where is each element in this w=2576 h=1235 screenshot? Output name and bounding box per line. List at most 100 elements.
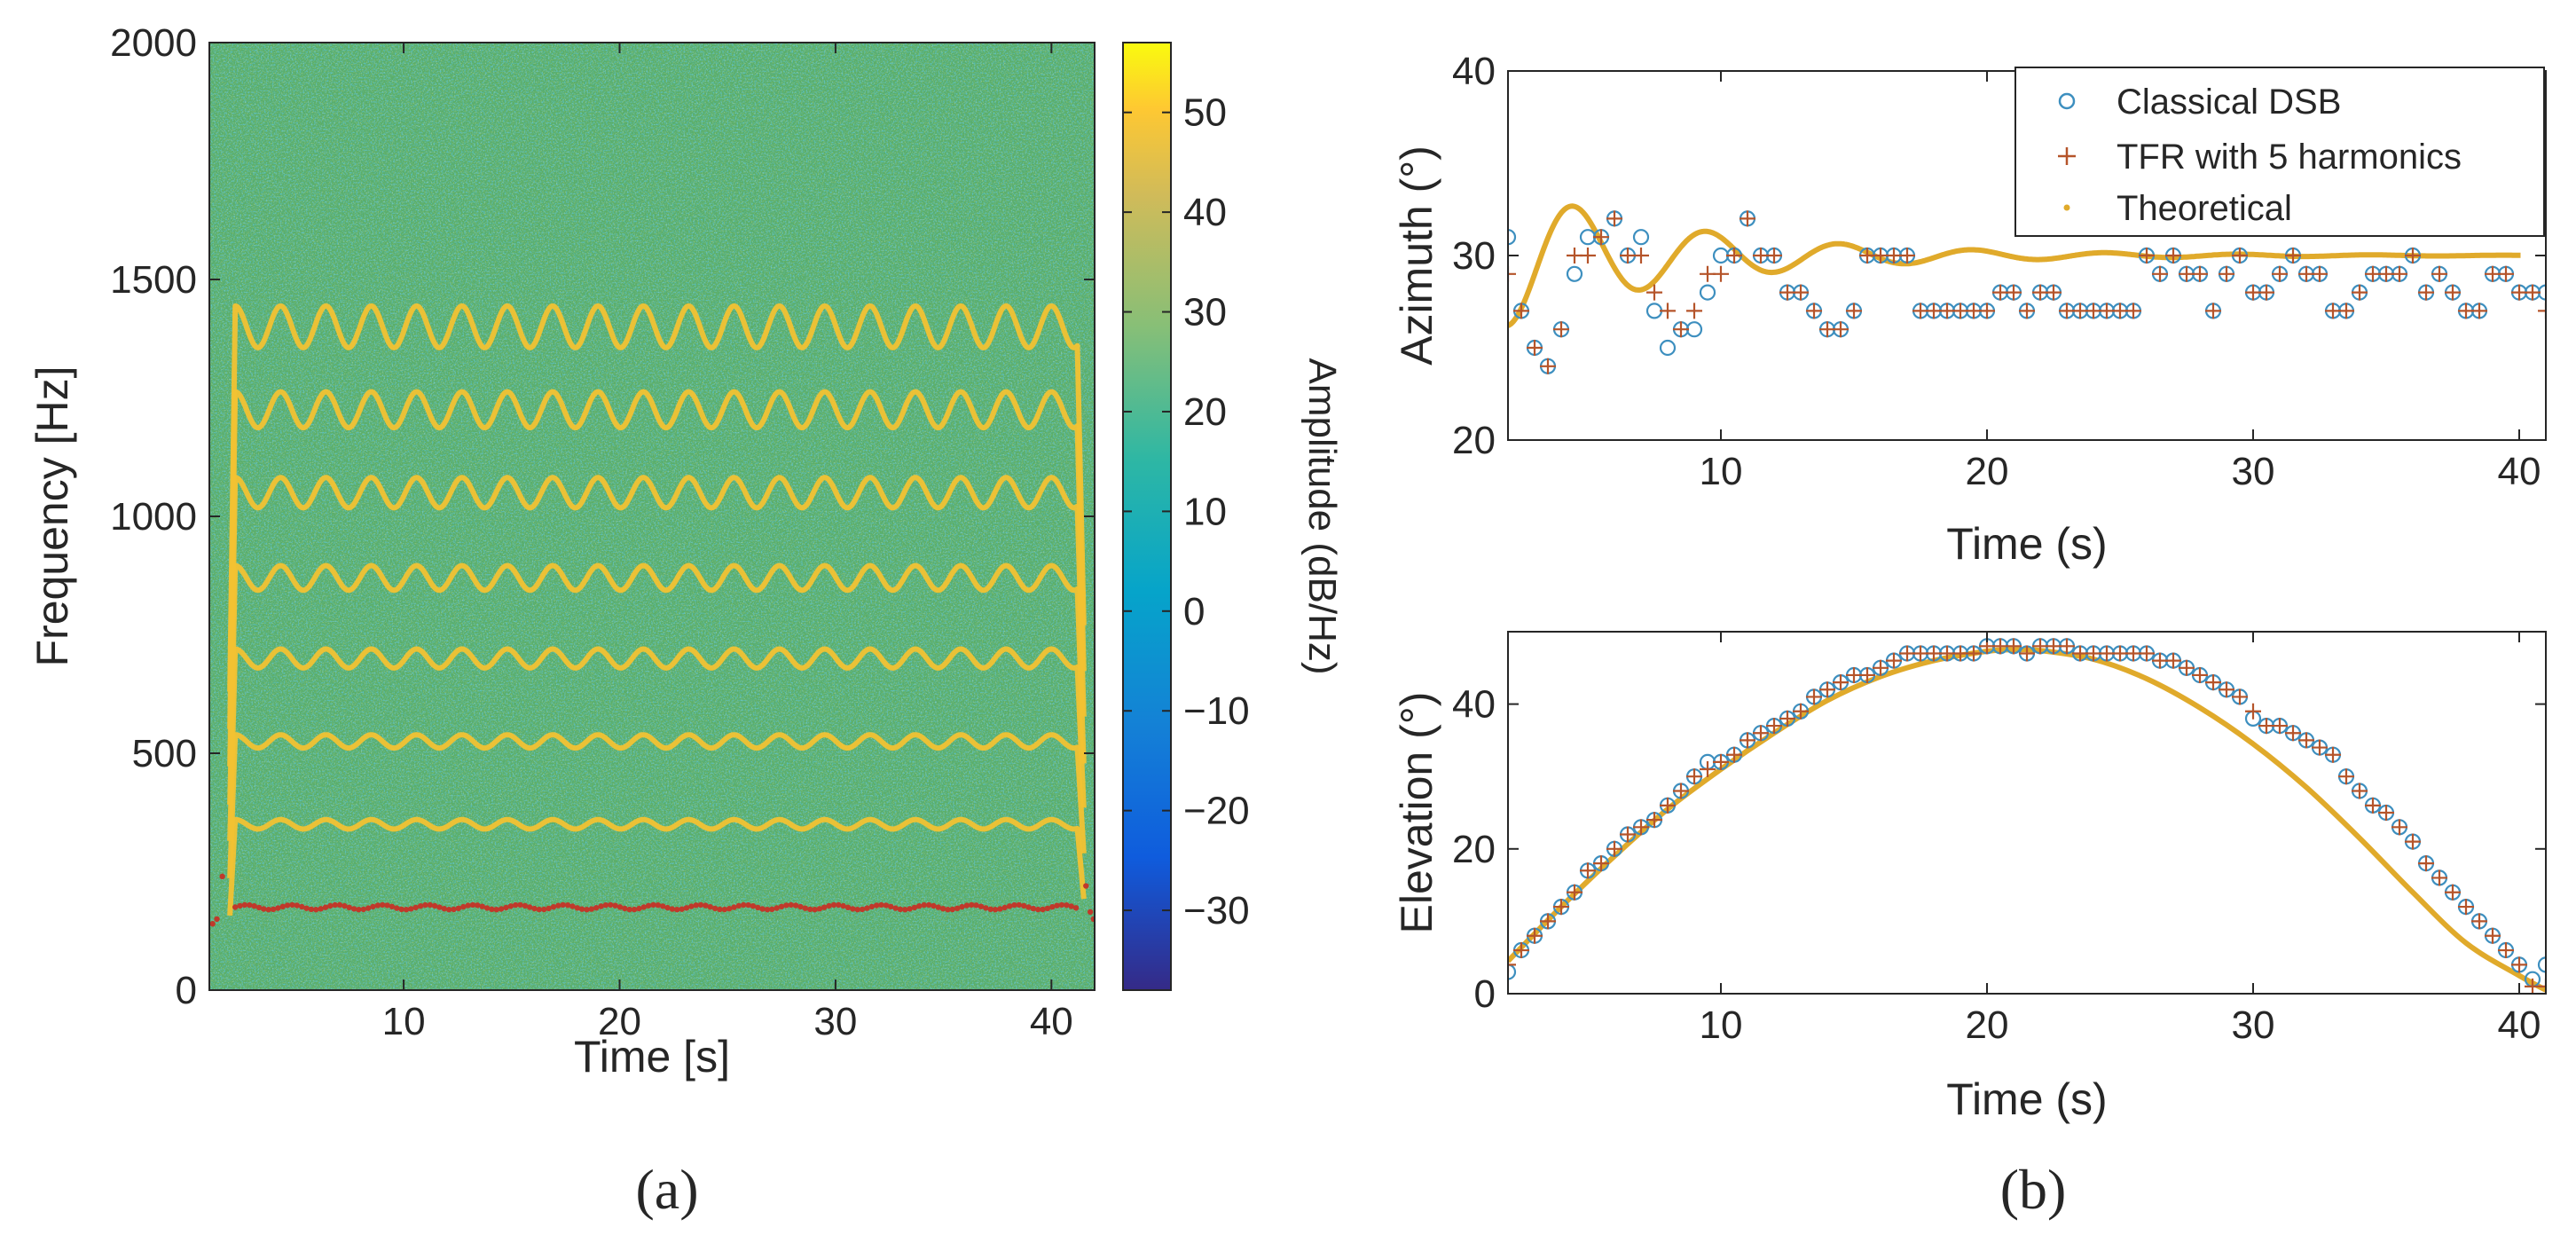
fundamental-track-point xyxy=(475,902,481,909)
fundamental-track-point xyxy=(1049,904,1056,910)
fundamental-track-point xyxy=(564,902,571,909)
fundamental-track-point xyxy=(1064,902,1070,909)
fundamental-track-point xyxy=(868,903,875,910)
legend-entry-dsb: Classical DSB xyxy=(2117,83,2341,122)
spectrogram-xtick-label: 10 xyxy=(382,1000,426,1043)
harmonic-line-6 xyxy=(227,389,1087,729)
fundamental-track-point xyxy=(636,905,642,912)
elevation-tfr-point xyxy=(1740,732,1755,749)
fundamental-track-point xyxy=(688,903,695,909)
fundamental-track-point xyxy=(726,905,733,912)
fundamental-track-point xyxy=(830,901,837,909)
azimuth-ytick-label: 40 xyxy=(1452,50,1496,93)
azimuth-dsb-point xyxy=(1659,339,1677,357)
azimuth-tfr-point xyxy=(2152,265,2168,282)
legend-dsb-marker xyxy=(2058,92,2076,110)
fundamental-track-point xyxy=(279,903,286,909)
legend-entry-theoretical: Theoretical xyxy=(2117,189,2292,228)
fundamental-track-point xyxy=(745,901,751,909)
elevation-tfr-point xyxy=(2471,913,2487,930)
fundamental-track-point xyxy=(617,904,624,910)
fundamental-track-point xyxy=(588,906,594,912)
fundamental-track-point xyxy=(412,904,419,911)
spectrogram-chart: 10 20 30 40 0 500 1000 1500 2000 Time [s] Freque… xyxy=(27,21,1096,1082)
legend-tfr-marker xyxy=(2058,147,2076,165)
azimuth-tfr-point xyxy=(2192,265,2208,282)
fundamental-track-point xyxy=(631,906,638,913)
fundamental-track-point xyxy=(1083,883,1089,889)
fundamental-track-point xyxy=(1040,906,1046,913)
fundamental-track-point xyxy=(265,906,271,913)
panel-a-caption: (a) xyxy=(635,1158,698,1221)
fundamental-track-point xyxy=(536,906,543,913)
elevation-tfr-point xyxy=(2458,899,2474,916)
azimuth-tfr-point xyxy=(1806,303,1822,319)
fundamental-track-point xyxy=(479,903,485,909)
elevation-tfr-point xyxy=(2312,739,2328,756)
fundamental-track-point xyxy=(493,906,499,913)
colorbar: −30 −20 −10 0 10 20 30 40 50 Amplitude (dB/Hz) xyxy=(1122,42,1344,991)
azimuth-tfr-point xyxy=(1553,321,1569,338)
azimuth-tfr-point xyxy=(2258,284,2274,301)
harmonic-line-3 xyxy=(227,646,1087,841)
azimuth-dsb-point xyxy=(1632,229,1650,246)
elevation-xtick-label: 20 xyxy=(1966,1003,2009,1047)
fundamental-track-point xyxy=(1068,903,1074,909)
fundamental-track-point xyxy=(489,906,495,912)
elevation-tfr-point xyxy=(2139,645,2155,662)
azimuth-tfr-point xyxy=(1726,248,1742,264)
colorbar-tick-label: 40 xyxy=(1183,191,1227,234)
fundamental-track-point xyxy=(774,905,780,911)
elevation-xtick-label: 40 xyxy=(2498,1003,2541,1047)
azimuth-tfr-point xyxy=(1846,303,1862,319)
azimuth-ytick-label: 30 xyxy=(1452,234,1496,278)
azimuth-tfr-point xyxy=(1540,358,1556,374)
azimuth-xtick-label: 10 xyxy=(1700,450,1743,493)
elevation-xtick-label: 30 xyxy=(2232,1003,2275,1047)
elevation-frame xyxy=(1507,631,2547,995)
fundamental-track-point xyxy=(214,916,220,923)
elevation-tfr-point xyxy=(2338,768,2354,785)
fundamental-track-point xyxy=(859,906,866,913)
azimuth-tfr-point xyxy=(2538,303,2546,319)
elevation-tfr-point xyxy=(1833,674,1849,691)
elevation-tfr-point xyxy=(1620,826,1636,843)
fundamental-track-point xyxy=(431,902,438,909)
fundamental-track-point xyxy=(498,906,505,912)
fundamental-track-point xyxy=(441,905,447,912)
spectrogram-ytick-label: 1500 xyxy=(110,258,197,302)
fundamental-track-point xyxy=(711,905,719,912)
fundamental-track-point xyxy=(513,901,519,909)
fundamental-track-point xyxy=(735,902,742,909)
fundamental-track-point xyxy=(360,906,366,913)
fundamental-track-point xyxy=(522,902,529,909)
fundamental-track-point xyxy=(788,901,794,909)
elevation-tfr-point xyxy=(2285,725,2301,742)
fundamental-track-point xyxy=(446,906,452,913)
colorbar-tick-label: 10 xyxy=(1183,490,1227,533)
fundamental-track-point xyxy=(318,906,324,912)
azimuth-tfr-point xyxy=(1633,248,1649,264)
fundamental-track-point xyxy=(560,901,566,909)
elevation-tfr-point xyxy=(1713,753,1729,770)
fundamental-track-point xyxy=(451,906,457,913)
fundamental-track-point xyxy=(1001,904,1008,911)
fundamental-track-point xyxy=(655,902,661,909)
fundamental-track-point xyxy=(1035,906,1041,913)
fundamental-track-point xyxy=(755,904,761,911)
fundamental-track-point xyxy=(389,903,396,909)
fundamental-track-point xyxy=(931,902,937,909)
fundamental-track-point xyxy=(697,901,704,909)
elevation-tfr-point xyxy=(2219,681,2234,698)
fundamental-track-point xyxy=(721,906,727,913)
fundamental-track-point xyxy=(1021,902,1027,909)
elevation-tfr-point xyxy=(1540,913,1556,930)
fundamental-track-point xyxy=(394,905,400,911)
fundamental-track-point xyxy=(507,903,514,909)
elevation-tfr-point xyxy=(2019,645,2035,662)
elevation-tfr-point xyxy=(1726,746,1742,763)
fundamental-track-point xyxy=(503,904,509,911)
fundamental-track-point xyxy=(294,902,300,909)
fundamental-track-point xyxy=(703,902,709,909)
